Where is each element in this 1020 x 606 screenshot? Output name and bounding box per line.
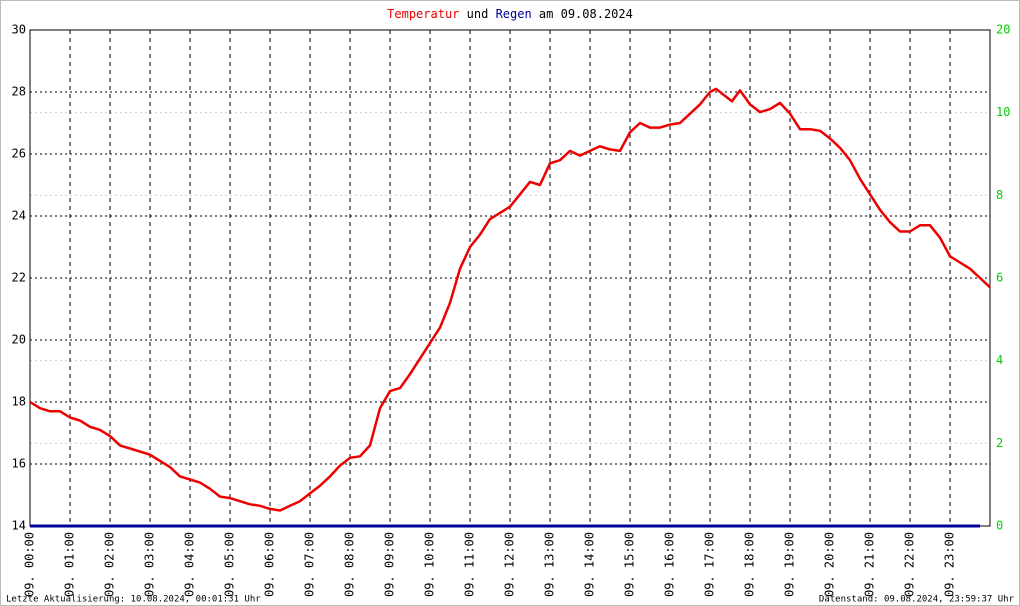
- x-tick-label: 09. 03:00: [143, 532, 157, 597]
- series-line: [29, 87, 991, 512]
- y-tick-label: 24: [12, 209, 26, 223]
- y2-tick-label: 10: [996, 105, 1010, 119]
- x-tick-label: 09. 05:00: [223, 532, 237, 597]
- x-tick-label: 09. 11:00: [463, 532, 477, 597]
- x-tick-label: 09. 09:00: [383, 532, 397, 597]
- y2-tick-label: 4: [996, 353, 1003, 367]
- title-part: und: [467, 7, 489, 21]
- y-tick-label: 28: [12, 85, 26, 99]
- x-tick-label: 09. 14:00: [583, 532, 597, 597]
- y-tick-label: 22: [12, 271, 26, 285]
- title-part: Temperatur: [387, 7, 459, 21]
- y2-tick-label: 6: [996, 271, 1003, 285]
- y-tick-label: 18: [12, 395, 26, 409]
- y2-tick-label: 20: [996, 23, 1010, 37]
- footer-right: Datenstand: 09.08.2024, 23:59:37 Uhr: [819, 595, 1015, 605]
- y-tick-label: 16: [12, 457, 26, 471]
- x-tick-label: 09. 23:00: [943, 532, 957, 597]
- x-tick-label: 09. 13:00: [543, 532, 557, 597]
- y-tick-label: 26: [12, 147, 26, 161]
- x-tick-label: 09. 15:00: [623, 532, 637, 597]
- y2-tick-label: 0: [996, 519, 1003, 533]
- title-part: Regen: [496, 7, 532, 21]
- x-tick-label: 09. 06:00: [263, 532, 277, 597]
- y2-tick-label: 2: [996, 436, 1003, 450]
- title-part: am 09.08.2024: [539, 7, 633, 21]
- chart-title: Temperatur und Regen am 09.08.2024: [387, 7, 633, 21]
- x-tick-label: 09. 08:00: [343, 532, 357, 597]
- x-tick-label: 09. 00:00: [23, 532, 37, 597]
- x-tick-label: 09. 20:00: [823, 532, 837, 597]
- x-tick-label: 09. 19:00: [783, 532, 797, 597]
- y-tick-label: 14: [12, 519, 26, 533]
- x-tick-label: 09. 21:00: [863, 532, 877, 597]
- x-tick-label: 09. 18:00: [743, 532, 757, 597]
- x-tick-label: 09. 16:00: [663, 532, 677, 597]
- x-tick-label: 09. 02:00: [103, 532, 117, 597]
- x-tick-label: 09. 12:00: [503, 532, 517, 597]
- x-tick-label: 09. 10:00: [423, 532, 437, 597]
- footer-left: Letzte Aktualisierung: 10.08.2024, 00:01…: [6, 595, 261, 605]
- x-tick-label: 09. 17:00: [703, 532, 717, 597]
- x-tick-label: 09. 01:00: [63, 532, 77, 597]
- y-tick-label: 20: [12, 333, 26, 347]
- x-tick-label: 09. 07:00: [303, 532, 317, 597]
- x-tick-label: 09. 22:00: [903, 532, 917, 597]
- y2-tick-label: 8: [996, 188, 1003, 202]
- y-tick-label: 30: [12, 23, 26, 37]
- x-tick-label: 09. 04:00: [183, 532, 197, 597]
